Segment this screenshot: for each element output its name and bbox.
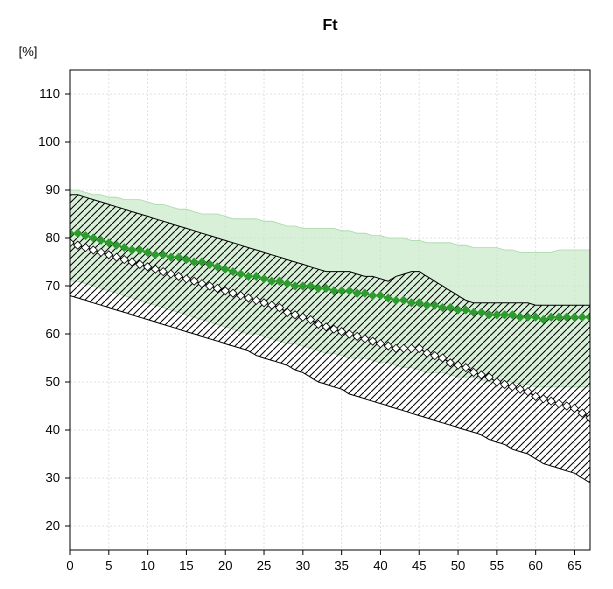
y-axis-label: [%] <box>19 44 38 59</box>
x-tick-label: 50 <box>451 558 465 573</box>
x-tick-label: 45 <box>412 558 426 573</box>
y-tick-label: 50 <box>46 374 60 389</box>
chart-svg: Ft [%] 0 5 10 15 20 25 30 35 40 45 50 55 60 65 20 30 40 50 6… <box>0 0 613 589</box>
x-tick-label: 5 <box>105 558 112 573</box>
y-tick-label: 80 <box>46 230 60 245</box>
y-tick-label: 40 <box>46 422 60 437</box>
x-tick-label: 65 <box>567 558 581 573</box>
x-tick-label: 0 <box>66 558 73 573</box>
x-tick-label: 60 <box>528 558 542 573</box>
y-tick-label: 100 <box>38 134 60 149</box>
x-tick-label: 30 <box>296 558 310 573</box>
x-tick-label: 35 <box>334 558 348 573</box>
x-tick-label: 10 <box>140 558 154 573</box>
y-tick-label: 110 <box>39 86 60 101</box>
y-tick-label: 60 <box>46 326 60 341</box>
x-tick-label: 40 <box>373 558 387 573</box>
y-tick-label: 70 <box>46 278 60 293</box>
y-tick-label: 20 <box>46 518 60 533</box>
x-tick-label: 25 <box>257 558 271 573</box>
y-tick-label: 30 <box>46 470 60 485</box>
y-tick-label: 90 <box>46 182 60 197</box>
x-tick-label: 55 <box>490 558 504 573</box>
x-tick-label: 20 <box>218 558 232 573</box>
x-tick-label: 15 <box>179 558 193 573</box>
ft-chart: Ft [%] 0 5 10 15 20 25 30 35 40 45 50 55 60 65 20 30 40 50 6… <box>0 0 613 589</box>
chart-title: Ft <box>322 17 338 34</box>
